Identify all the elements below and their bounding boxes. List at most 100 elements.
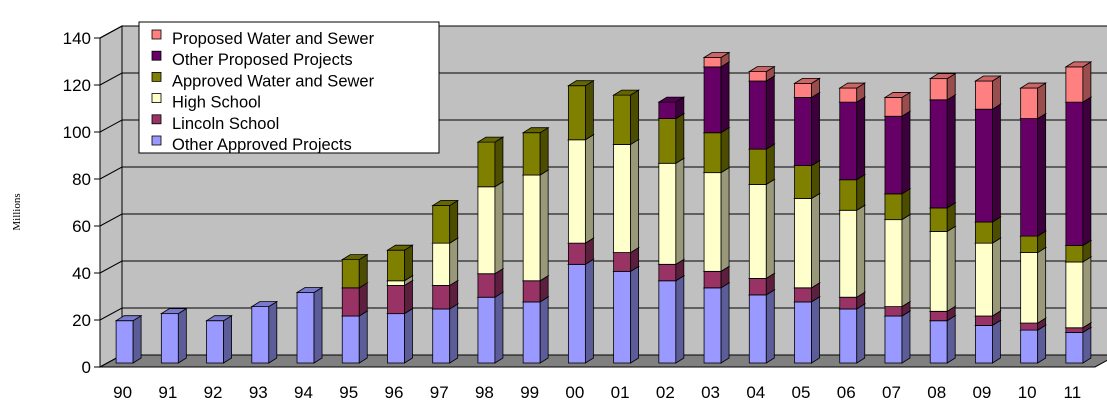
legend-swatch <box>151 50 162 61</box>
bar-segment <box>747 178 776 280</box>
bar-segment <box>566 134 595 244</box>
bar-side <box>494 291 504 364</box>
bar-segment <box>566 258 595 364</box>
bar-top <box>476 136 505 143</box>
bar-side <box>223 314 232 364</box>
bar-top <box>205 315 233 322</box>
bar-side <box>539 169 549 282</box>
bar-side <box>1082 256 1092 329</box>
bar-side <box>856 303 866 364</box>
legend-box <box>138 21 440 154</box>
bar-side <box>811 296 820 364</box>
bar-segment <box>883 110 912 195</box>
bar-side <box>630 138 640 254</box>
bar-front <box>658 280 677 364</box>
bar-side <box>1037 246 1047 324</box>
bar-segment <box>566 79 595 141</box>
bar-front <box>567 85 586 141</box>
bar-side <box>720 126 730 174</box>
bar-front <box>748 277 767 296</box>
bar-side <box>1037 82 1047 120</box>
bar-top <box>250 301 279 308</box>
x-tick-label: 11 <box>1064 383 1082 402</box>
bar-front <box>613 144 632 253</box>
bar-front <box>748 294 767 364</box>
bar-front <box>658 263 677 282</box>
bar-segment <box>612 138 641 254</box>
bar-top <box>747 66 776 72</box>
bar-top <box>566 80 595 87</box>
bar-front <box>929 207 948 232</box>
legend-swatch <box>151 72 162 82</box>
bar-segment <box>793 296 821 364</box>
bar-front <box>477 141 496 188</box>
bar-segment <box>657 112 686 164</box>
bar-side <box>811 192 820 289</box>
bar-top <box>159 308 188 315</box>
bar-front <box>1020 87 1039 120</box>
bar-side <box>901 310 911 364</box>
bar-side <box>765 289 775 364</box>
bar-side <box>720 61 730 134</box>
bar-front <box>1065 66 1084 103</box>
x-tick-label: 98 <box>475 383 494 402</box>
bar-front <box>794 301 812 364</box>
x-tick-label: 92 <box>204 383 223 402</box>
bar-segment <box>928 72 957 101</box>
bar-side <box>404 279 413 315</box>
bar-top <box>386 244 414 251</box>
x-tick-label: 08 <box>927 383 946 402</box>
bar-front <box>613 270 632 364</box>
bar-segment <box>747 65 776 82</box>
bar-front <box>658 162 677 265</box>
bar-front <box>703 270 722 289</box>
bar-segment <box>838 96 867 181</box>
bar-front <box>613 252 632 272</box>
bar-front <box>975 221 993 244</box>
legend-entry: High School <box>172 94 261 112</box>
bar-front <box>1020 252 1039 324</box>
bar-segment <box>205 314 233 364</box>
bar-side <box>1082 61 1092 103</box>
y-tick-label: 20 <box>72 311 91 330</box>
bar-segment <box>1064 61 1093 103</box>
bar-segment <box>657 275 686 364</box>
side-wall <box>99 25 123 368</box>
bar-side <box>584 79 594 141</box>
bar-front <box>929 230 948 312</box>
bar-top <box>793 77 821 84</box>
bar-side <box>313 286 323 364</box>
bar-side <box>404 244 413 282</box>
bar-side <box>404 307 413 364</box>
bar-segment <box>793 159 821 200</box>
bar-side <box>584 258 594 364</box>
bar-front <box>929 310 948 322</box>
bar-front <box>884 306 903 317</box>
bar-front <box>929 320 948 364</box>
bar-segment <box>114 314 143 364</box>
x-tick-label: 94 <box>294 383 313 402</box>
bar-front <box>296 292 315 364</box>
bar-segment <box>974 103 1002 223</box>
bar-top <box>1019 82 1048 89</box>
bar-front <box>794 287 812 303</box>
bar-front <box>1065 245 1084 263</box>
bar-side <box>992 237 1001 317</box>
bar-segment <box>521 169 550 282</box>
bar-side <box>720 166 730 273</box>
bar-front <box>1020 235 1039 253</box>
bar-side <box>856 173 866 211</box>
bar-segment <box>793 77 821 99</box>
bar-front <box>115 320 134 364</box>
bar-side <box>765 75 775 150</box>
bar-front <box>387 285 405 315</box>
bar-front <box>522 132 541 176</box>
bar-segment <box>476 136 505 188</box>
x-tick-label: 09 <box>972 383 991 402</box>
legend-swatch <box>151 114 162 125</box>
legend: Proposed Water and Sewer Other Proposed P… <box>138 21 440 154</box>
bar-segment <box>883 310 912 364</box>
bar-front <box>929 99 948 209</box>
legend-entry: Approved Water and Sewer <box>172 72 375 90</box>
